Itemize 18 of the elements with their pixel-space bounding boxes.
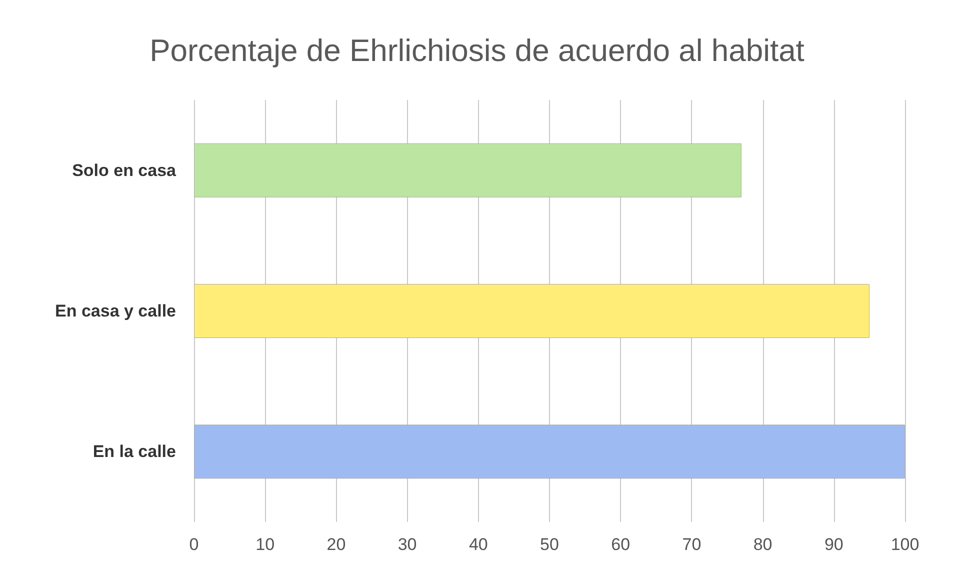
bar	[194, 143, 742, 198]
chart-title: Porcentaje de Ehrlichiosis de acuerdo al habitat	[150, 33, 805, 68]
x-tick-label: 90	[824, 535, 844, 554]
x-tick-label: 100	[890, 535, 920, 554]
bar	[194, 424, 905, 479]
bar	[194, 284, 870, 338]
x-tick-label: 0	[189, 535, 199, 554]
x-tick-label: 10	[256, 535, 275, 554]
x-tick-label: 20	[326, 535, 346, 554]
x-tick-label: 50	[540, 535, 559, 554]
x-tick-label: 30	[398, 535, 417, 554]
x-tick-label: 80	[753, 535, 772, 554]
x-tick-label: 60	[611, 535, 630, 554]
x-tick-label: 40	[468, 535, 488, 554]
y-tick-label: En la calle	[92, 442, 176, 462]
y-tick-label: En casa y calle	[55, 302, 176, 320]
x-tick-label: 70	[682, 535, 702, 554]
y-tick-label: Solo en casa	[72, 160, 177, 180]
